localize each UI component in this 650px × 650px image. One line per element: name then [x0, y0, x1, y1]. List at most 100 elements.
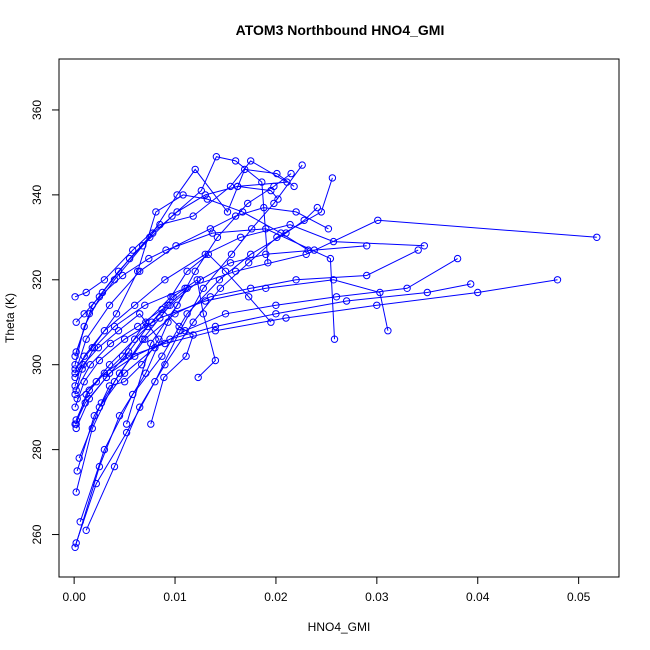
data-point — [272, 310, 280, 318]
data-point — [414, 246, 422, 254]
data-point — [274, 195, 282, 203]
data-point — [286, 220, 294, 229]
x-axis-label: HNO4_GMI — [308, 620, 371, 634]
data-point — [120, 335, 129, 343]
data-point — [304, 246, 312, 254]
data-point — [122, 420, 131, 428]
data-point — [182, 352, 190, 360]
series-line — [74, 287, 188, 425]
data-point — [226, 259, 235, 267]
data-point — [161, 276, 169, 284]
data-point — [208, 229, 217, 237]
data-point — [191, 165, 199, 174]
data-point — [206, 225, 215, 233]
data-point — [189, 331, 197, 339]
data-point — [82, 526, 90, 534]
data-point — [474, 288, 482, 297]
data-point — [248, 225, 256, 233]
data-point — [79, 361, 87, 369]
data-point — [72, 539, 80, 547]
data-point — [72, 386, 80, 394]
data-point — [342, 297, 351, 305]
data-point — [233, 182, 242, 191]
series-line — [74, 207, 329, 374]
data-point — [298, 161, 306, 169]
data-point — [100, 276, 109, 284]
series-line — [74, 224, 425, 387]
data-point — [155, 335, 163, 343]
data-point — [201, 297, 210, 305]
data-point — [136, 310, 144, 318]
data-point — [231, 212, 240, 220]
y-tick-label: 320 — [30, 269, 44, 289]
series-line — [75, 308, 194, 425]
data-point — [72, 488, 80, 496]
data-point — [211, 327, 220, 335]
series-12 — [71, 220, 428, 390]
x-tick-label: 0.03 — [365, 590, 389, 604]
data-point — [105, 382, 114, 390]
data-point — [267, 186, 275, 195]
data-point — [277, 229, 285, 237]
series-line — [78, 258, 458, 459]
data-point — [95, 293, 104, 301]
data-point — [125, 352, 134, 360]
data-point — [72, 424, 80, 433]
data-point — [168, 212, 176, 220]
data-point — [199, 284, 208, 292]
data-point — [76, 518, 84, 526]
data-point — [120, 369, 129, 377]
data-point — [212, 153, 221, 161]
data-point — [136, 267, 144, 275]
data-point — [332, 293, 341, 301]
data-point — [189, 318, 197, 326]
series-line — [75, 164, 303, 544]
y-tick-label: 300 — [30, 354, 44, 374]
data-point — [183, 267, 191, 275]
series-24 — [72, 305, 197, 428]
data-point — [245, 259, 253, 267]
y-tick-label: 260 — [30, 524, 44, 544]
series-line — [74, 279, 389, 408]
data-point — [231, 157, 240, 165]
y-tick-label: 280 — [30, 439, 44, 459]
data-point — [403, 284, 411, 292]
y-tick-label: 360 — [30, 100, 44, 120]
series-17 — [71, 157, 291, 301]
data-point — [71, 403, 79, 411]
data-point — [283, 178, 291, 186]
series-1 — [71, 169, 295, 551]
data-point — [71, 390, 79, 399]
data-point — [173, 301, 181, 309]
chart-title: ATOM3 Northbound HNO4_GMI — [236, 22, 445, 38]
series-line — [74, 185, 279, 365]
data-point — [211, 322, 220, 331]
data-point — [238, 208, 247, 216]
series-line — [74, 313, 160, 404]
data-point — [147, 420, 155, 428]
data-point — [151, 378, 159, 386]
data-point — [373, 301, 381, 309]
data-point — [173, 208, 181, 216]
data-point — [203, 195, 212, 203]
data-point — [363, 271, 371, 280]
data-point — [85, 386, 94, 394]
data-point — [329, 276, 338, 284]
data-point — [183, 284, 191, 292]
data-point — [134, 322, 142, 331]
data-point — [120, 378, 129, 386]
data-point — [106, 339, 115, 348]
data-point — [317, 208, 325, 216]
data-point — [199, 310, 208, 318]
data-point — [420, 242, 428, 250]
data-point — [136, 403, 144, 411]
data-point — [300, 216, 308, 225]
data-point — [221, 310, 230, 318]
data-point — [100, 369, 109, 377]
data-point — [167, 293, 175, 301]
data-point — [122, 428, 131, 437]
data-point — [169, 293, 177, 301]
x-tick-label: 0.01 — [163, 590, 187, 604]
data-point — [148, 318, 156, 326]
data-point — [245, 293, 253, 301]
